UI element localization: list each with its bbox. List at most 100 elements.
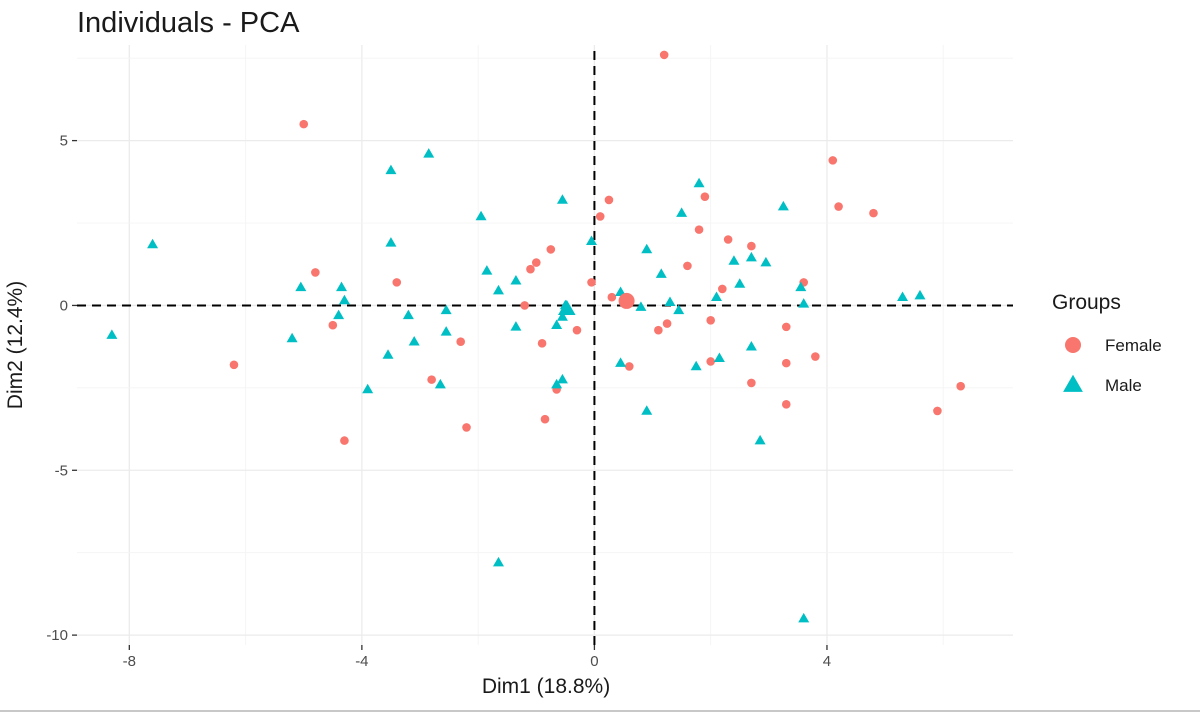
male-point [754, 434, 766, 445]
female-point [747, 241, 756, 251]
male-point [655, 268, 667, 278]
female-point [546, 245, 556, 254]
female-point [781, 400, 791, 409]
y-tick-label: -10 [46, 627, 68, 644]
female-point [392, 278, 402, 287]
y-tick-label: -5 [55, 462, 68, 479]
male-point [336, 281, 348, 292]
male-point [556, 194, 568, 204]
female-point [531, 258, 541, 267]
x-tick-label: 0 [590, 653, 598, 670]
female-point [587, 278, 596, 287]
female-centroid-point [618, 292, 635, 309]
chart-title: Individuals - PCA [77, 7, 300, 39]
female-point [933, 406, 942, 416]
female-point [723, 235, 733, 244]
y-axis-title: Dim2 (12.4%) [4, 281, 27, 409]
female-point [834, 202, 843, 211]
female-point [462, 423, 471, 432]
male-point [673, 304, 685, 315]
male-point [106, 329, 118, 339]
female-point [540, 414, 550, 424]
male-point [434, 378, 446, 389]
male-point [734, 278, 746, 288]
male-point [492, 556, 504, 567]
male-point [641, 405, 653, 415]
female-point [427, 375, 436, 384]
male-point [586, 235, 598, 245]
female-point [706, 315, 715, 325]
y-tick-label: 5 [60, 133, 68, 150]
male-point [635, 301, 647, 311]
female-point [659, 50, 669, 60]
x-tick-label: -8 [123, 653, 136, 670]
male-point [798, 298, 810, 308]
axis-ticks: -8 -4 0 4 5 0 -5 -10 [46, 133, 831, 670]
legend-title: Groups [1052, 291, 1121, 314]
female-point [526, 264, 535, 274]
female-point [340, 436, 349, 445]
legend-male-key [1063, 374, 1083, 392]
male-point [147, 238, 159, 249]
male-point [362, 383, 374, 394]
male-point [475, 210, 487, 221]
male-point [510, 275, 522, 285]
male-point [760, 256, 772, 267]
female-point [869, 208, 878, 218]
legend: Groups Female Male [1052, 291, 1162, 395]
data-points [106, 50, 965, 623]
female-point [624, 362, 634, 371]
female-point [299, 119, 309, 129]
female-point [706, 357, 715, 366]
legend-male-label: Male [1105, 376, 1142, 395]
x-axis-title: Dim1 (18.8%) [482, 675, 610, 698]
female-point [229, 360, 239, 370]
female-point [700, 192, 710, 201]
male-point [693, 177, 705, 188]
male-point [385, 164, 397, 175]
male-point [402, 309, 414, 320]
male-point [481, 265, 493, 275]
male-point [440, 304, 452, 315]
male-point [795, 281, 807, 292]
female-point [694, 225, 704, 234]
female-point [654, 325, 663, 335]
male-point [745, 251, 757, 262]
male-point [408, 336, 420, 346]
female-point [607, 292, 617, 302]
male-point [664, 296, 676, 306]
male-point [382, 349, 394, 359]
y-tick-label: 0 [60, 297, 68, 314]
male-point [556, 373, 568, 384]
female-point [718, 284, 727, 294]
x-tick-label: -4 [355, 653, 368, 670]
male-point [728, 255, 740, 265]
male-point [338, 294, 350, 305]
male-point [385, 237, 397, 247]
female-point [781, 322, 791, 332]
male-point [711, 291, 723, 301]
male-point [333, 309, 345, 320]
legend-female-key [1065, 337, 1081, 353]
male-point [440, 326, 452, 336]
female-point [456, 337, 466, 347]
female-point [683, 261, 692, 271]
female-point [956, 381, 965, 391]
female-point [747, 378, 756, 388]
male-point [713, 352, 725, 362]
male-point [690, 360, 702, 371]
male-point [492, 284, 504, 295]
reference-lines [77, 51, 1013, 645]
female-point [520, 301, 529, 310]
female-point [604, 195, 614, 205]
male-point [641, 243, 653, 254]
male-point [897, 291, 909, 301]
female-point [662, 319, 672, 328]
male-point [286, 332, 298, 343]
female-point [572, 325, 582, 335]
legend-female-label: Female [1105, 336, 1162, 355]
male-point [798, 612, 810, 623]
male-centroid-point [558, 299, 576, 316]
male-point [615, 357, 627, 367]
